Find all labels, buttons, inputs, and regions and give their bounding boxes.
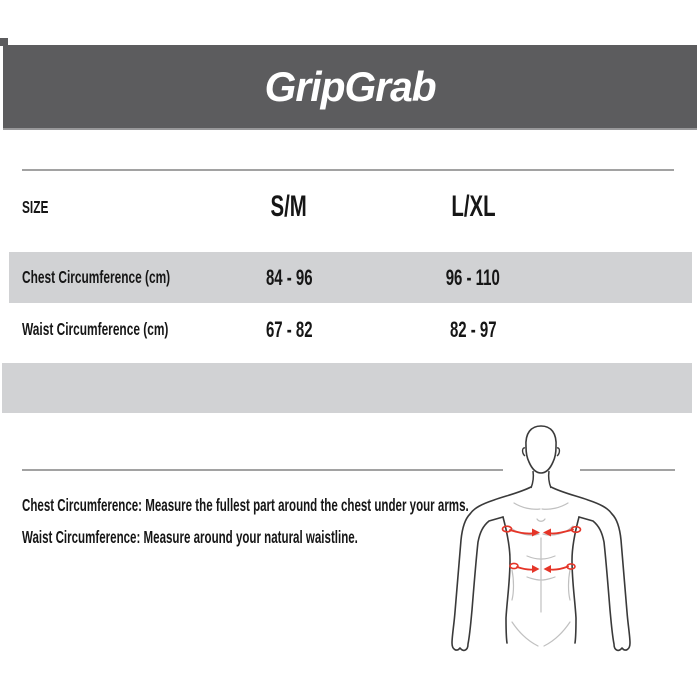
waist-value-lxl: 82 - 97: [449, 317, 497, 342]
brand-logo: GripGrab: [264, 62, 436, 110]
divider-rule-top: [22, 169, 674, 171]
male-torso-figure: [451, 425, 631, 652]
divider-rule-mid-right: [580, 469, 675, 471]
brand-header-bar: GripGrab: [3, 45, 697, 130]
divider-rule-mid-left: [22, 469, 503, 471]
instruction-chest: Chest Circumference: Measure the fullest…: [22, 495, 469, 515]
waist-value-sm: 67 - 82: [265, 317, 313, 342]
size-table-header-row: SIZE S/M L/XL: [0, 190, 700, 224]
chest-value-lxl: 96 - 110: [445, 265, 501, 290]
column-header-sm: S/M: [270, 190, 308, 223]
section-divider-band: [2, 363, 692, 413]
waist-measurement-arrow-icon: [509, 562, 576, 573]
chest-value-sm: 84 - 96: [265, 265, 313, 290]
table-row-waist: Waist Circumference (cm) 67 - 82 82 - 97: [9, 303, 692, 356]
row-label-chest: Chest Circumference (cm): [22, 267, 171, 287]
column-header-lxl: L/XL: [450, 190, 496, 223]
torso-outline: [451, 425, 631, 652]
table-row-chest: Chest Circumference (cm) 84 - 96 96 - 11…: [9, 252, 692, 303]
header-notch: [0, 38, 8, 46]
column-header-size: SIZE: [22, 197, 49, 217]
row-label-waist: Waist Circumference (cm): [22, 319, 169, 339]
torso-detail-lines: [508, 502, 574, 647]
instruction-waist: Waist Circumference: Measure around your…: [22, 527, 358, 547]
chest-measurement-arrow-icon: [501, 525, 582, 537]
